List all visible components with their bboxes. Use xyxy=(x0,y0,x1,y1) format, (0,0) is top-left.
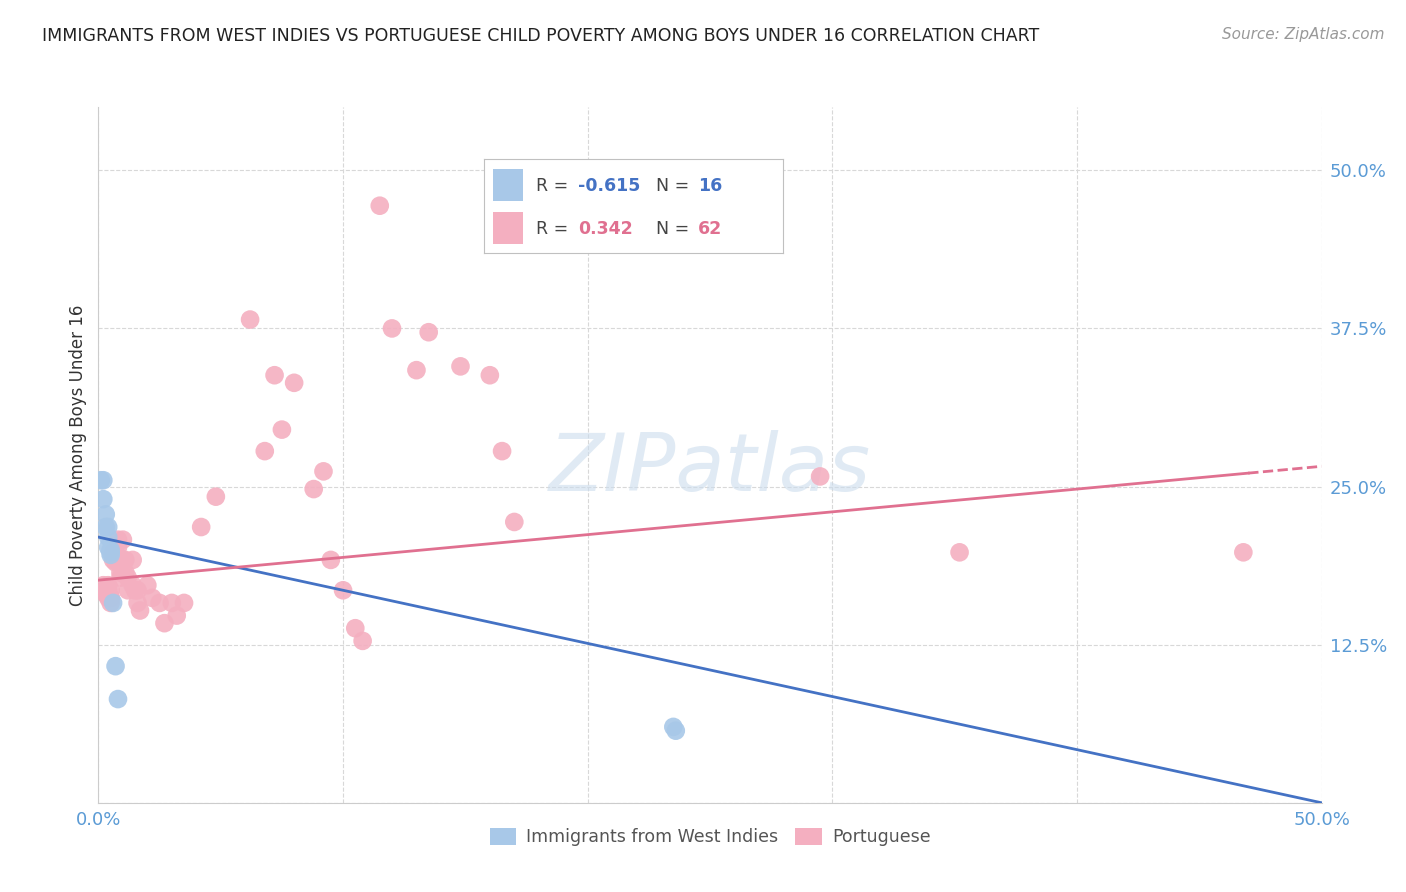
Point xyxy=(90,473,112,487)
Point xyxy=(141,591,163,605)
Point xyxy=(808,469,831,483)
Point xyxy=(127,596,149,610)
Point xyxy=(100,548,122,562)
Y-axis label: Child Poverty Among Boys Under 16: Child Poverty Among Boys Under 16 xyxy=(69,304,87,606)
Point xyxy=(190,520,212,534)
Point xyxy=(100,583,122,598)
Text: IMMIGRANTS FROM WEST INDIES VS PORTUGUESE CHILD POVERTY AMONG BOYS UNDER 16 CORR: IMMIGRANTS FROM WEST INDIES VS PORTUGUES… xyxy=(42,27,1039,45)
Point xyxy=(117,571,139,585)
Point xyxy=(368,199,391,213)
Point xyxy=(94,508,117,522)
Point xyxy=(97,541,120,555)
Point xyxy=(129,603,152,617)
Point xyxy=(104,556,127,570)
Point xyxy=(312,464,335,478)
Point xyxy=(332,583,354,598)
Point xyxy=(107,692,129,706)
Point xyxy=(97,578,120,592)
Point xyxy=(110,566,132,580)
Point xyxy=(97,520,120,534)
Point xyxy=(319,553,342,567)
Point xyxy=(104,545,127,559)
Point xyxy=(381,321,404,335)
Point xyxy=(107,541,129,555)
Point xyxy=(149,596,172,610)
Point xyxy=(121,578,143,592)
Point xyxy=(166,608,188,623)
Text: ZIPatlas: ZIPatlas xyxy=(548,430,872,508)
Point xyxy=(91,473,114,487)
Point xyxy=(94,583,117,598)
Point xyxy=(101,553,124,567)
Point xyxy=(100,542,122,557)
Point xyxy=(117,583,139,598)
Point xyxy=(405,363,427,377)
Point xyxy=(352,633,374,648)
Legend: Immigrants from West Indies, Portuguese: Immigrants from West Indies, Portuguese xyxy=(482,822,938,854)
Point xyxy=(153,616,176,631)
Point xyxy=(121,553,143,567)
Point xyxy=(270,423,294,437)
Point xyxy=(239,312,262,326)
Point xyxy=(283,376,305,390)
Point xyxy=(100,591,122,605)
Point xyxy=(97,583,120,598)
Point xyxy=(104,659,127,673)
Point xyxy=(491,444,513,458)
Point xyxy=(127,583,149,598)
Point xyxy=(160,596,183,610)
Point xyxy=(450,359,472,374)
Point xyxy=(101,545,124,559)
Point xyxy=(124,583,146,598)
Point xyxy=(91,492,114,507)
Point xyxy=(100,591,122,605)
Point xyxy=(107,533,129,547)
Point xyxy=(253,444,276,458)
Point xyxy=(1232,545,1254,559)
Point xyxy=(948,545,970,559)
Point xyxy=(110,571,132,585)
Point xyxy=(91,578,114,592)
Point xyxy=(478,368,501,383)
Point xyxy=(263,368,285,383)
Point xyxy=(100,545,122,559)
Point xyxy=(111,553,134,567)
Point xyxy=(97,530,120,544)
Point xyxy=(136,578,159,592)
Point xyxy=(104,553,127,567)
Point xyxy=(101,596,124,610)
Point xyxy=(418,325,440,339)
Point xyxy=(503,515,526,529)
Point xyxy=(94,587,117,601)
Text: Source: ZipAtlas.com: Source: ZipAtlas.com xyxy=(1222,27,1385,42)
Point xyxy=(173,596,195,610)
Point xyxy=(665,723,688,738)
Point xyxy=(344,621,367,635)
Point xyxy=(114,553,136,567)
Point xyxy=(114,566,136,580)
Point xyxy=(302,482,325,496)
Point xyxy=(94,520,117,534)
Point xyxy=(205,490,228,504)
Point xyxy=(662,720,685,734)
Point xyxy=(100,596,122,610)
Point xyxy=(97,591,120,605)
Point xyxy=(111,533,134,547)
